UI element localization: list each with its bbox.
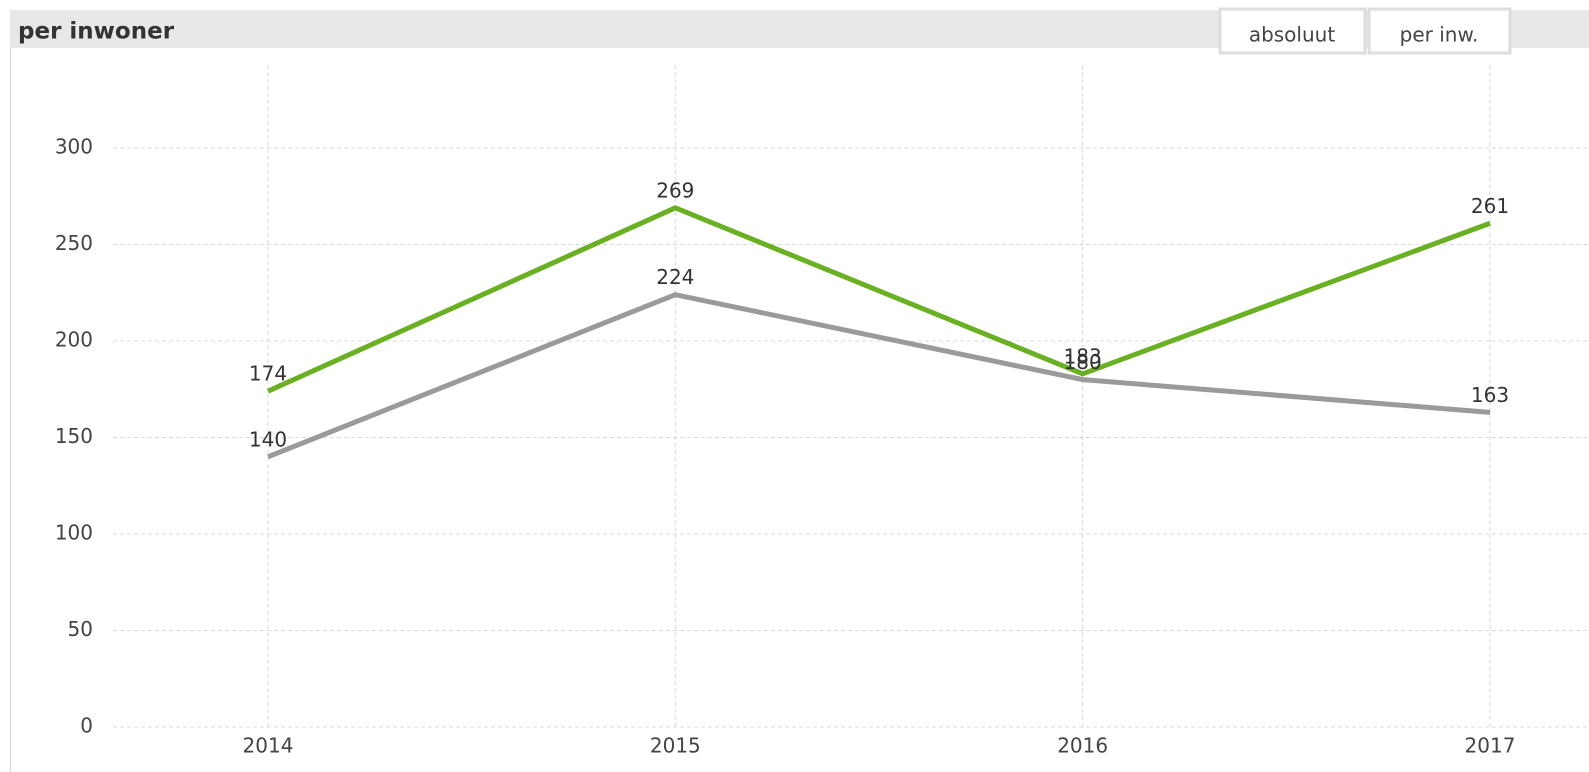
y-tick-label: 50: [68, 617, 93, 641]
x-tick-label: 2017: [1465, 734, 1516, 758]
button[interactable]: absoluut: [1218, 7, 1367, 55]
x-tick-label: 2014: [243, 734, 294, 758]
data-label: 224: [656, 265, 694, 289]
x-tick-label: 2016: [1057, 734, 1108, 758]
y-tick-label: 200: [55, 328, 93, 352]
data-label: 269: [656, 178, 694, 202]
data-label: 163: [1471, 383, 1509, 407]
y-tick-label: 150: [55, 424, 93, 448]
x-tick-label: 2015: [650, 734, 701, 758]
y-tick-label: 100: [55, 521, 93, 545]
line-series: [267, 292, 1491, 460]
button[interactable]: per inw.: [1367, 7, 1512, 55]
line-series: [266, 205, 1491, 394]
data-label: 261: [1471, 194, 1509, 218]
data-label: 180: [1064, 350, 1102, 374]
chart-title: per inwoner: [18, 19, 175, 45]
data-label: 174: [249, 362, 287, 386]
button-bg[interactable]: [1367, 7, 1512, 55]
y-tick-label: 250: [55, 231, 93, 255]
y-tick-label: 300: [55, 135, 93, 159]
data-label: 140: [249, 427, 287, 451]
y-tick-label: 0: [80, 714, 93, 738]
button-label[interactable]: absoluut: [1249, 23, 1336, 47]
data-label: 183: [1064, 344, 1102, 368]
button-bg[interactable]: [1218, 7, 1367, 55]
button-label[interactable]: per inw.: [1400, 23, 1479, 47]
